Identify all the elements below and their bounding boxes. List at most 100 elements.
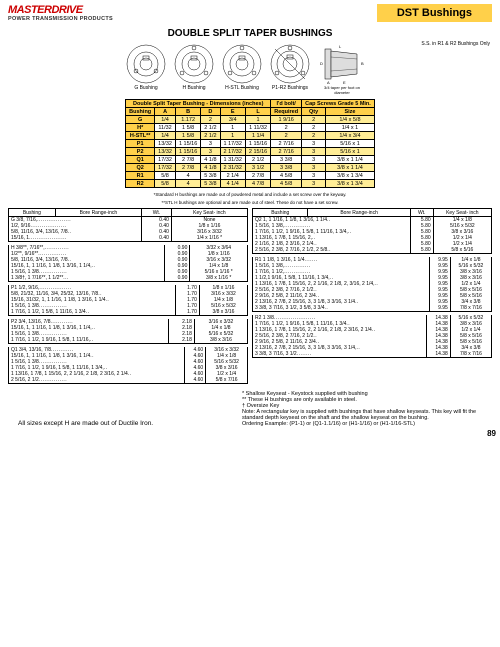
bore-wt: 1.70 [176, 309, 200, 316]
bore-wt: 0.90 [164, 275, 190, 282]
dim-col: Bushing [126, 108, 155, 116]
dim-cell: 1 11/32 [245, 124, 270, 132]
bore-table: BushingBore Range-inchWt.Key Seat- inchG… [8, 208, 248, 242]
bore-range: 1 7/16, 1 1/2, 1 9/16, 1 5/8, 1 11/16,.. [9, 337, 169, 344]
bore-hdr: Key Seat- inch [433, 209, 491, 217]
dim-cell: 2 7/16 [271, 148, 302, 156]
dim-cell: 3/4 [220, 116, 245, 124]
dim-cell: 5 3/8 [201, 180, 220, 188]
dim-cell: 5/16 x 1 [326, 148, 375, 156]
dim-cell: 3 3/8 [271, 156, 302, 164]
diagram-side: D B L A E 3/4 taper per foot on diameter [317, 43, 375, 95]
dim-cell: 1 15/16 [175, 140, 200, 148]
bore-range: 3 3/8, 3 7/16, 3 1/2........ [253, 351, 427, 358]
dim-cell: 3 [302, 164, 326, 172]
dim-cell: 4 1/8 [201, 164, 220, 172]
dim-cell: 5/16 x 1 [326, 140, 375, 148]
dim-cell: 3 [302, 180, 326, 188]
bore-hdr: Bore Range-inch [55, 209, 141, 217]
dim-hdr-main: Double Split Taper Bushing - Dimensions … [126, 100, 271, 108]
bore-key: 7/8 x 7/16 [450, 351, 491, 358]
dim-cell: 2 [302, 132, 326, 140]
dim-cell: 1 15/16 [245, 140, 270, 148]
diagram-label: G Bushing [125, 85, 167, 91]
dim-cell: 4 5/8 [271, 172, 302, 180]
dim-cell: 5/8 [155, 180, 176, 188]
diagram-g: G Bushing [125, 43, 167, 95]
dim-cell: R1 [126, 172, 155, 180]
dimensions-table: Double Split Taper Bushing - Dimensions … [125, 99, 375, 188]
data-columns: BushingBore Range-inchWt.Key Seat- inchG… [0, 208, 500, 387]
dim-cell: 2 1/2 [201, 124, 220, 132]
dim-cell: 3 [201, 140, 220, 148]
dim-cell: 3/8 x 1 3/4 [326, 172, 375, 180]
bore-wt: 9.95 [430, 305, 450, 312]
diagram-label: H Bushing [173, 85, 215, 91]
dim-cell: 2 [201, 116, 220, 124]
bore-range: 2 5/16, 2 1/2............... [9, 377, 185, 384]
bore-range: 15/16, 1.................... [9, 235, 142, 242]
page-header: MASTERDRIVE POWER TRANSMISSION PRODUCTS … [0, 0, 500, 24]
bore-table: R2 1 3/8......................14.385/16 … [252, 315, 492, 358]
dim-cell: 1/4 [155, 116, 176, 124]
dim-cell: 2 15/16 [245, 148, 270, 156]
dim-cell: 2 [302, 116, 326, 124]
svg-text:B: B [361, 61, 364, 66]
dim-col: Size [326, 108, 375, 116]
dim-cell: 2 1/2 [245, 156, 270, 164]
dim-cell: 1 [245, 116, 270, 124]
dim-cell: 4 1/4 [220, 180, 245, 188]
bore-table: Q1 3/4, 13/16, 7/8............4.603/16 x… [8, 347, 248, 384]
dim-cell: 3/8 x 1 1/4 [326, 156, 375, 164]
dim-cell: 1 1/4 [245, 132, 270, 140]
diagram-label: H-STL Bushing [221, 85, 263, 91]
dim-cell: P2 [126, 148, 155, 156]
dim-cell: 2 17/32 [220, 148, 245, 156]
bore-key: 3/8 x 1/16 * [190, 275, 248, 282]
bore-range: 2 5/16, 2 3/8, 2 7/16, 2 1/2, 2 5/8.. [253, 247, 411, 254]
dim-cell: 2 [302, 124, 326, 132]
dim-cell: 1 [220, 124, 245, 132]
dim-cell: 1/4 [155, 132, 176, 140]
dim-cell: 1.172 [175, 116, 200, 124]
note-5: Ordering Example: (P1-1) or (Q1-1.1/16) … [242, 421, 492, 427]
bore-wt: 2.18 [168, 337, 194, 344]
dim-cell: 3 [201, 148, 220, 156]
bore-range: 1 3/8†, 1 7/16**, 1 1/2**... [9, 275, 165, 282]
dim-cell: 5/8 [155, 172, 176, 180]
dim-cell: 1/4 x 3/4 [326, 132, 375, 140]
bore-key: 3/8 x 3/16 [199, 309, 247, 316]
bore-range: 3 3/8, 3 7/16, 3 1/2, 3 5/8, 3 3/4.. [253, 305, 430, 312]
logo-block: MASTERDRIVE POWER TRANSMISSION PRODUCTS [8, 4, 113, 22]
dim-cell: 3 3/8 [271, 164, 302, 172]
dim-cell: 4 [175, 180, 200, 188]
dim-cell: R2 [126, 180, 155, 188]
dim-cell: 3/8 x 1 1/4 [326, 164, 375, 172]
dim-cell: 17/32 [155, 156, 176, 164]
brand-name: MASTERDRIVE [8, 4, 113, 16]
bore-key: 5/8 x 5/16 [433, 247, 491, 254]
brand-sub: POWER TRANSMISSION PRODUCTS [8, 16, 113, 22]
bore-table: P2 3/4, 13/16, 7/8............2.183/16 x… [8, 319, 248, 344]
dim-cell: 2 1/4 [220, 172, 245, 180]
diagram-hstl: H-STL Bushing [221, 43, 263, 95]
dim-cell: 3 [302, 140, 326, 148]
dim-col: A [155, 108, 176, 116]
dim-col: Required [271, 108, 302, 116]
dim-col: L [245, 108, 270, 116]
taper-note: 3/4 taper per foot on diameter [317, 85, 367, 95]
dim-cell: 3 1/2 [245, 164, 270, 172]
dim-cell: 1/4 x 5/8 [326, 116, 375, 124]
dim-cell: 3 [302, 148, 326, 156]
dim-hdr-caps: Cap Screws Grade 5 Min. [302, 100, 375, 108]
dim-col: E [220, 108, 245, 116]
dim-cell: 4 1/8 [201, 156, 220, 164]
dim-cell: 4 [175, 172, 200, 180]
bore-key: 7/8 x 7/16 [450, 305, 491, 312]
bore-hdr: Bore Range-inch [308, 209, 410, 217]
dim-cell: 2 31/32 [220, 164, 245, 172]
left-column: BushingBore Range-inchWt.Key Seat- inchG… [8, 208, 248, 387]
dim-cell: 3/8 x 1 3/4 [326, 180, 375, 188]
dim-cell: 2 7/16 [271, 140, 302, 148]
bore-wt: 14.38 [426, 351, 450, 358]
